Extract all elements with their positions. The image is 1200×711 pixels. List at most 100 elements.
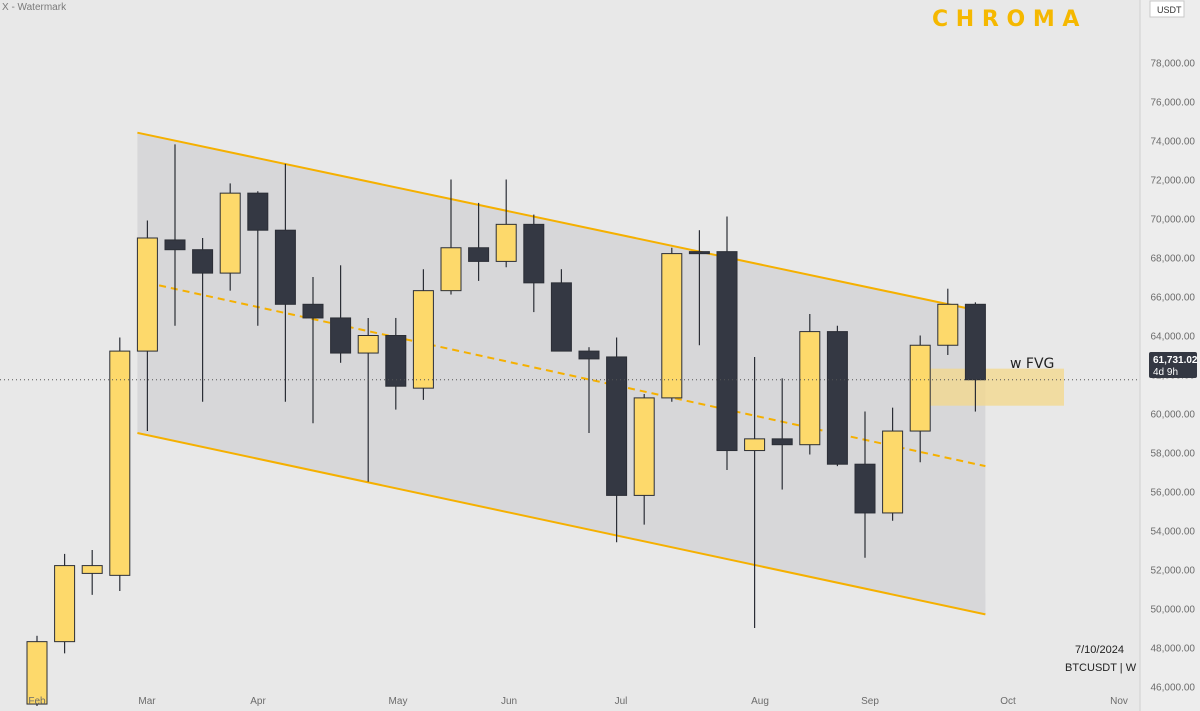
- candle: [26, 635, 48, 706]
- candle-body: [385, 335, 407, 387]
- y-tick-label: 52,000.00: [1151, 566, 1196, 577]
- candle: [854, 411, 876, 558]
- fvg-zone: [927, 368, 1064, 406]
- x-tick-label: Aug: [751, 696, 769, 707]
- candle-body: [633, 397, 655, 496]
- candle-body: [937, 303, 959, 346]
- candle: [81, 550, 103, 595]
- candle-body: [357, 335, 379, 354]
- candle-body: [771, 438, 793, 446]
- candle-body: [964, 303, 986, 381]
- x-tick-label: Oct: [1000, 696, 1016, 707]
- candle-body: [26, 641, 48, 705]
- candle: [882, 407, 904, 521]
- candle-body: [854, 463, 876, 514]
- candle: [219, 183, 241, 291]
- candle: [247, 191, 269, 326]
- candle: [54, 553, 76, 654]
- candle-body: [330, 317, 352, 354]
- candle-body: [440, 247, 462, 292]
- candle: [550, 269, 572, 352]
- candle-body: [136, 237, 158, 352]
- candle: [330, 265, 352, 363]
- candle-body: [606, 356, 628, 496]
- candle-body: [274, 229, 296, 305]
- candle-body: [412, 290, 434, 389]
- candle: [826, 325, 848, 467]
- channel-lower-line: [137, 432, 986, 616]
- candle-body: [468, 247, 490, 262]
- candle-body: [882, 430, 904, 514]
- candle-body: [826, 331, 848, 465]
- x-tick-label: Apr: [250, 696, 266, 707]
- y-tick-label: 70,000.00: [1151, 215, 1196, 226]
- candle-body: [909, 344, 931, 432]
- candle: [274, 163, 296, 402]
- candle: [440, 179, 462, 295]
- candle: [744, 356, 766, 628]
- y-tick-label: 74,000.00: [1151, 137, 1196, 148]
- candles-layer: [26, 144, 986, 706]
- channel-upper-line: [137, 131, 986, 314]
- y-tick-label: 56,000.00: [1151, 488, 1196, 499]
- candle-body: [164, 239, 186, 251]
- candle-body: [744, 438, 766, 452]
- fvg-label: w FVG: [1010, 356, 1054, 372]
- candle: [661, 247, 683, 402]
- candle: [136, 220, 158, 432]
- candle: [385, 317, 407, 410]
- y-tick-label: 66,000.00: [1151, 293, 1196, 304]
- candle-body: [54, 565, 76, 643]
- currency-label: USDT: [1157, 5, 1182, 15]
- x-tick-label: Sep: [861, 696, 879, 707]
- x-tick-label: Jul: [615, 696, 628, 707]
- candle: [468, 202, 490, 281]
- candle: [799, 314, 821, 455]
- candle: [937, 288, 959, 355]
- x-axis-ticks: Feb Mar Apr May Jun Jul Aug Sep Oct Nov: [28, 696, 1128, 707]
- candle-body: [661, 253, 683, 399]
- y-tick-label: 54,000.00: [1151, 527, 1196, 538]
- date-label: 7/10/2024: [1075, 644, 1124, 656]
- x-tick-label: Feb: [28, 696, 46, 707]
- candle: [412, 269, 434, 400]
- candle: [964, 302, 986, 412]
- candle-body: [578, 350, 600, 360]
- x-tick-label: Nov: [1110, 696, 1128, 707]
- y-tick-label: 60,000.00: [1151, 410, 1196, 421]
- candle: [192, 238, 214, 402]
- candle: [688, 230, 710, 346]
- candle-body: [219, 192, 241, 274]
- candle-body: [81, 565, 103, 574]
- candle-body: [109, 350, 131, 576]
- y-tick-label: 68,000.00: [1151, 254, 1196, 265]
- brand-title: C H R O M A: [932, 7, 1079, 32]
- candle-body: [688, 251, 710, 255]
- candle: [578, 347, 600, 433]
- candle: [109, 337, 131, 591]
- currency-box[interactable]: [1149, 0, 1185, 18]
- y-tick-label: 72,000.00: [1151, 176, 1196, 187]
- candle: [606, 337, 628, 543]
- symbol-label: BTCUSDT | W: [1065, 662, 1137, 674]
- x-tick-label: May: [389, 696, 408, 707]
- x-tick-label: Jun: [501, 696, 517, 707]
- candle: [357, 317, 379, 482]
- y-tick-label: 46,000.00: [1151, 683, 1196, 694]
- candle: [633, 394, 655, 525]
- candle-body: [550, 282, 572, 352]
- y-tick-label: 50,000.00: [1151, 605, 1196, 616]
- y-tick-label: 48,000.00: [1151, 644, 1196, 655]
- y-tick-label: 58,000.00: [1151, 449, 1196, 460]
- price-marker-timer: 4d 9h: [1153, 367, 1178, 378]
- candle-body: [716, 251, 738, 452]
- y-tick-label: 64,000.00: [1151, 332, 1196, 343]
- candle: [302, 277, 324, 424]
- candle-body: [799, 331, 821, 446]
- candle: [523, 214, 545, 313]
- x-tick-label: Mar: [138, 696, 156, 707]
- candle-body: [495, 223, 517, 262]
- y-tick-label: 76,000.00: [1151, 98, 1196, 109]
